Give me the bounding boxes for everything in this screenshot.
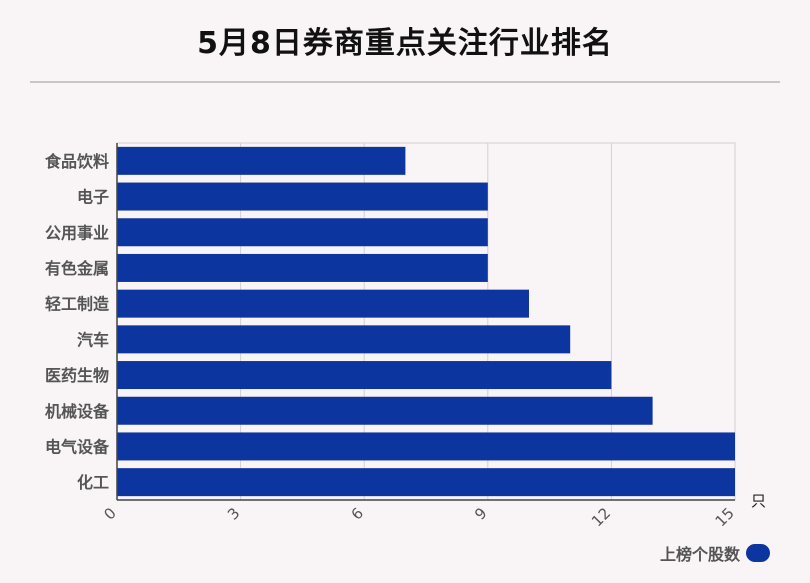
category-label: 电子: [77, 188, 109, 207]
bar: [117, 289, 529, 318]
x-tick-label: 9: [471, 504, 490, 523]
x-tick-label: 0: [100, 504, 119, 523]
category-label: 食品饮料: [44, 152, 109, 171]
bar: [117, 218, 488, 247]
bar: [117, 146, 406, 175]
legend: 上榜个股数: [660, 541, 770, 565]
bar: [117, 361, 612, 390]
x-tick-label: 3: [224, 504, 243, 523]
bar: [117, 253, 488, 282]
category-label: 电气设备: [45, 437, 110, 456]
bar: [117, 396, 653, 425]
x-axis-unit: 只: [751, 492, 766, 510]
category-label: 有色金属: [45, 259, 109, 278]
category-label: 轻工制造: [45, 295, 110, 314]
x-tick-label: 6: [348, 504, 367, 523]
bar: [117, 182, 488, 211]
category-label: 医药生物: [45, 366, 109, 385]
chart-title: 5月8日券商重点关注行业排名: [197, 26, 613, 61]
bar: [117, 325, 571, 354]
category-label: 汽车: [77, 330, 109, 349]
category-label: 机械设备: [45, 402, 110, 421]
x-tick-label: 12: [588, 504, 614, 530]
legend-label: 上榜个股数: [659, 545, 740, 564]
bar: [117, 432, 735, 461]
category-label: 化工: [77, 473, 109, 492]
legend-swatch[interactable]: [746, 544, 770, 562]
title-divider: [30, 81, 780, 83]
x-tick-label: 15: [712, 504, 738, 530]
bar: [117, 468, 735, 497]
category-label: 公用事业: [45, 223, 109, 242]
